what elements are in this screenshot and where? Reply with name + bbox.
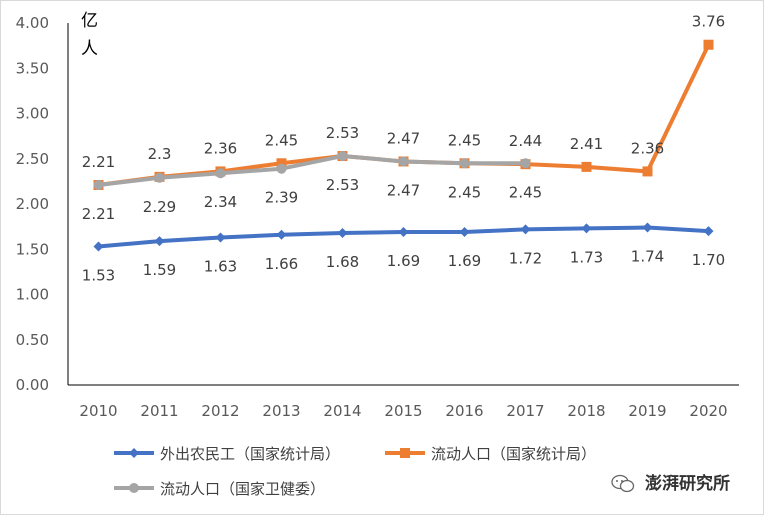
data-point: [581, 223, 592, 234]
data-label: 2.39: [265, 189, 298, 207]
data-point: [337, 227, 348, 238]
legend-item-2: 流动人口（国家统计局）: [385, 445, 596, 463]
data-point: [703, 39, 714, 50]
data-point: [520, 158, 531, 169]
x-tick-label: 2016: [445, 402, 483, 420]
x-tick-label: 2020: [689, 402, 727, 420]
data-point: [703, 226, 714, 237]
data-label: 2.47: [387, 181, 420, 199]
data-point: [520, 224, 531, 235]
legend-item-3: 流动人口（国家卫健委）: [114, 480, 325, 498]
data-point: [276, 229, 287, 240]
y-tick-label: 1.50: [16, 240, 49, 258]
x-tick-label: 2014: [323, 402, 361, 420]
series-1: [93, 222, 714, 252]
x-tick-label: 2010: [79, 402, 117, 420]
data-point: [93, 179, 104, 190]
y-unit-label-line2: 人: [81, 39, 98, 59]
y-tick-label: 3.50: [16, 59, 49, 77]
data-label: 2.53: [326, 176, 359, 194]
data-label: 2.45: [448, 131, 481, 149]
data-label: 1.69: [448, 252, 481, 270]
x-tick-label: 2019: [628, 402, 666, 420]
data-label: 1.66: [265, 255, 298, 273]
x-tick-labels: 2010 2011 2012 2013 2014 2015 2016 2017 2018 2019…: [79, 402, 727, 420]
data-label: 2.47: [387, 129, 420, 147]
data-label: 2.53: [326, 124, 359, 142]
data-label: 2.45: [265, 131, 298, 149]
data-point: [215, 232, 226, 243]
legend: 外出农民工（国家统计局） 流动人口（国家统计局） 流动人口（国家卫健委）: [114, 445, 596, 498]
data-label: 2.3: [148, 145, 172, 163]
x-tick-label: 2013: [262, 402, 300, 420]
watermark-text: 澎湃研究所: [645, 473, 730, 494]
data-point: [581, 161, 592, 172]
y-tick-label: 1.00: [16, 286, 49, 304]
data-label: 2.34: [204, 193, 237, 211]
x-tick-label: 2015: [384, 402, 422, 420]
data-label: 2.21: [82, 205, 115, 223]
data-label: 1.74: [631, 248, 664, 266]
data-point: [215, 168, 226, 179]
data-label: 2.45: [509, 183, 542, 201]
y-tick-label: 0.00: [16, 376, 49, 394]
data-label: 2.45: [448, 183, 481, 201]
data-label: 3.76: [692, 13, 725, 31]
data-label: 2.21: [82, 153, 115, 171]
data-label: 2.41: [570, 135, 603, 153]
data-label: 2.29: [143, 198, 176, 216]
x-tick-label: 2011: [140, 402, 178, 420]
series-2: [93, 39, 714, 190]
watermark: 澎湃研究所: [611, 473, 730, 494]
series-3: [93, 151, 531, 190]
legend-marker: [129, 483, 139, 493]
series-line: [96, 154, 528, 187]
data-label: 1.70: [692, 251, 725, 269]
legend-label: 流动人口（国家卫健委）: [160, 480, 325, 498]
data-label: 2.44: [509, 132, 542, 150]
data-point: [154, 172, 165, 183]
x-tick-label: 2018: [567, 402, 605, 420]
data-point: [276, 163, 287, 174]
legend-label: 外出农民工（国家统计局）: [160, 445, 340, 463]
wechat-icon: [611, 474, 635, 493]
y-tick-label: 0.50: [16, 331, 49, 349]
data-point: [93, 241, 104, 252]
data-label: 1.72: [509, 249, 542, 267]
x-tick-label: 2012: [201, 402, 239, 420]
data-label: 2.36: [631, 139, 664, 157]
data-point: [398, 156, 409, 167]
data-point: [154, 236, 165, 247]
data-label: 1.69: [387, 252, 420, 270]
data-label: 1.63: [204, 257, 237, 275]
y-tick-label: 4.00: [16, 14, 49, 32]
data-label: 1.68: [326, 253, 359, 271]
y-tick-label: 3.00: [16, 105, 49, 123]
data-label: 2.36: [204, 139, 237, 157]
legend-item-1: 外出农民工（国家统计局）: [114, 445, 340, 463]
data-label: 1.73: [570, 248, 603, 266]
data-labels: 1.53 1.59 1.63 1.66 1.68 1.69 1.69 1.72 1.73 1.74…: [82, 13, 725, 285]
data-point: [398, 227, 409, 238]
legend-label: 流动人口（国家统计局）: [431, 445, 596, 463]
y-tick-label: 2.50: [16, 150, 49, 168]
data-point: [276, 158, 287, 169]
series-layer: [93, 39, 714, 252]
data-point: [459, 158, 470, 169]
legend-marker: [129, 448, 139, 458]
x-tick-label: 2017: [506, 402, 544, 420]
y-tick-labels: 0.00 0.50 1.00 1.50 2.00 2.50 3.00 3.50 4.00: [16, 14, 49, 394]
data-point: [459, 227, 470, 238]
y-tick-label: 2.00: [16, 195, 49, 213]
y-unit-label-line1: 亿: [81, 11, 98, 31]
data-label: 1.53: [82, 267, 115, 285]
data-point: [337, 151, 348, 162]
data-label: 1.59: [143, 261, 176, 279]
data-point: [642, 166, 653, 177]
legend-marker: [400, 448, 410, 458]
data-point: [642, 222, 653, 233]
